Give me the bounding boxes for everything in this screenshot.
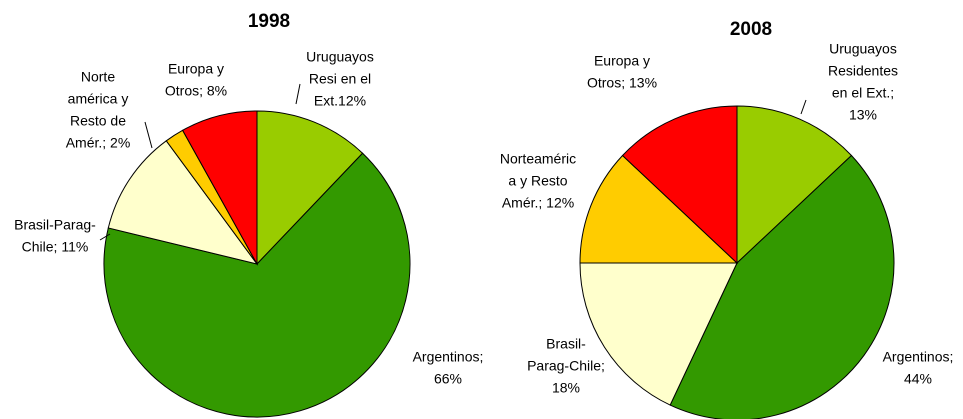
slice-label: Otros; 13% (587, 75, 657, 91)
pie-slice (736, 105, 853, 265)
slice-label: Brasil- (546, 336, 586, 352)
slice-label: 13% (849, 107, 877, 123)
chart-title: 1998 (248, 11, 290, 32)
pie-slice (621, 105, 738, 265)
leader-line (800, 99, 807, 115)
leader-line (144, 121, 153, 149)
slice-label: 18% (552, 380, 580, 396)
slice-label: 44% (904, 371, 932, 387)
pie-slice (579, 154, 739, 264)
slice-label: Europa y (594, 53, 650, 69)
slice-label: Parag-Chile; (527, 358, 605, 374)
slice-label: Ext.12% (314, 93, 366, 109)
pie-slice (107, 140, 259, 265)
slice-label: Chile; 11% (22, 239, 89, 255)
pie-slice (579, 262, 738, 406)
pie-slice (256, 110, 364, 266)
slice-label: 66% (434, 371, 462, 387)
pie-slice (103, 152, 411, 418)
slice-label: Argentinos; (413, 349, 484, 365)
leader-line (99, 233, 111, 241)
slice-label: Brasil-Parag- (14, 217, 96, 233)
slice-label: Amér.; 12% (502, 195, 574, 211)
slice-label: Norteaméric (500, 151, 576, 167)
slice-label: Resi en el (309, 71, 371, 87)
slice-label: américa y (68, 91, 129, 107)
slice-label: Otros; 8% (165, 83, 227, 99)
slice-label: Norte (81, 69, 115, 85)
slice-label: a y Resto (508, 173, 567, 189)
pie-slice (181, 110, 258, 266)
chart-title: 2008 (730, 19, 772, 40)
slice-label: Amér.; 2% (66, 135, 131, 151)
leader-line (295, 83, 301, 105)
slice-label: Argentinos; (883, 349, 954, 365)
slice-label: Uruguayos (306, 49, 374, 65)
slice-label: Residentes (828, 63, 898, 79)
slice-label: Europa y (168, 61, 224, 77)
slice-label: Uruguayos (829, 41, 897, 57)
slice-label: en el Ext.; (832, 85, 894, 101)
pie-slice (669, 154, 895, 419)
slice-label: Resto de (70, 113, 126, 129)
